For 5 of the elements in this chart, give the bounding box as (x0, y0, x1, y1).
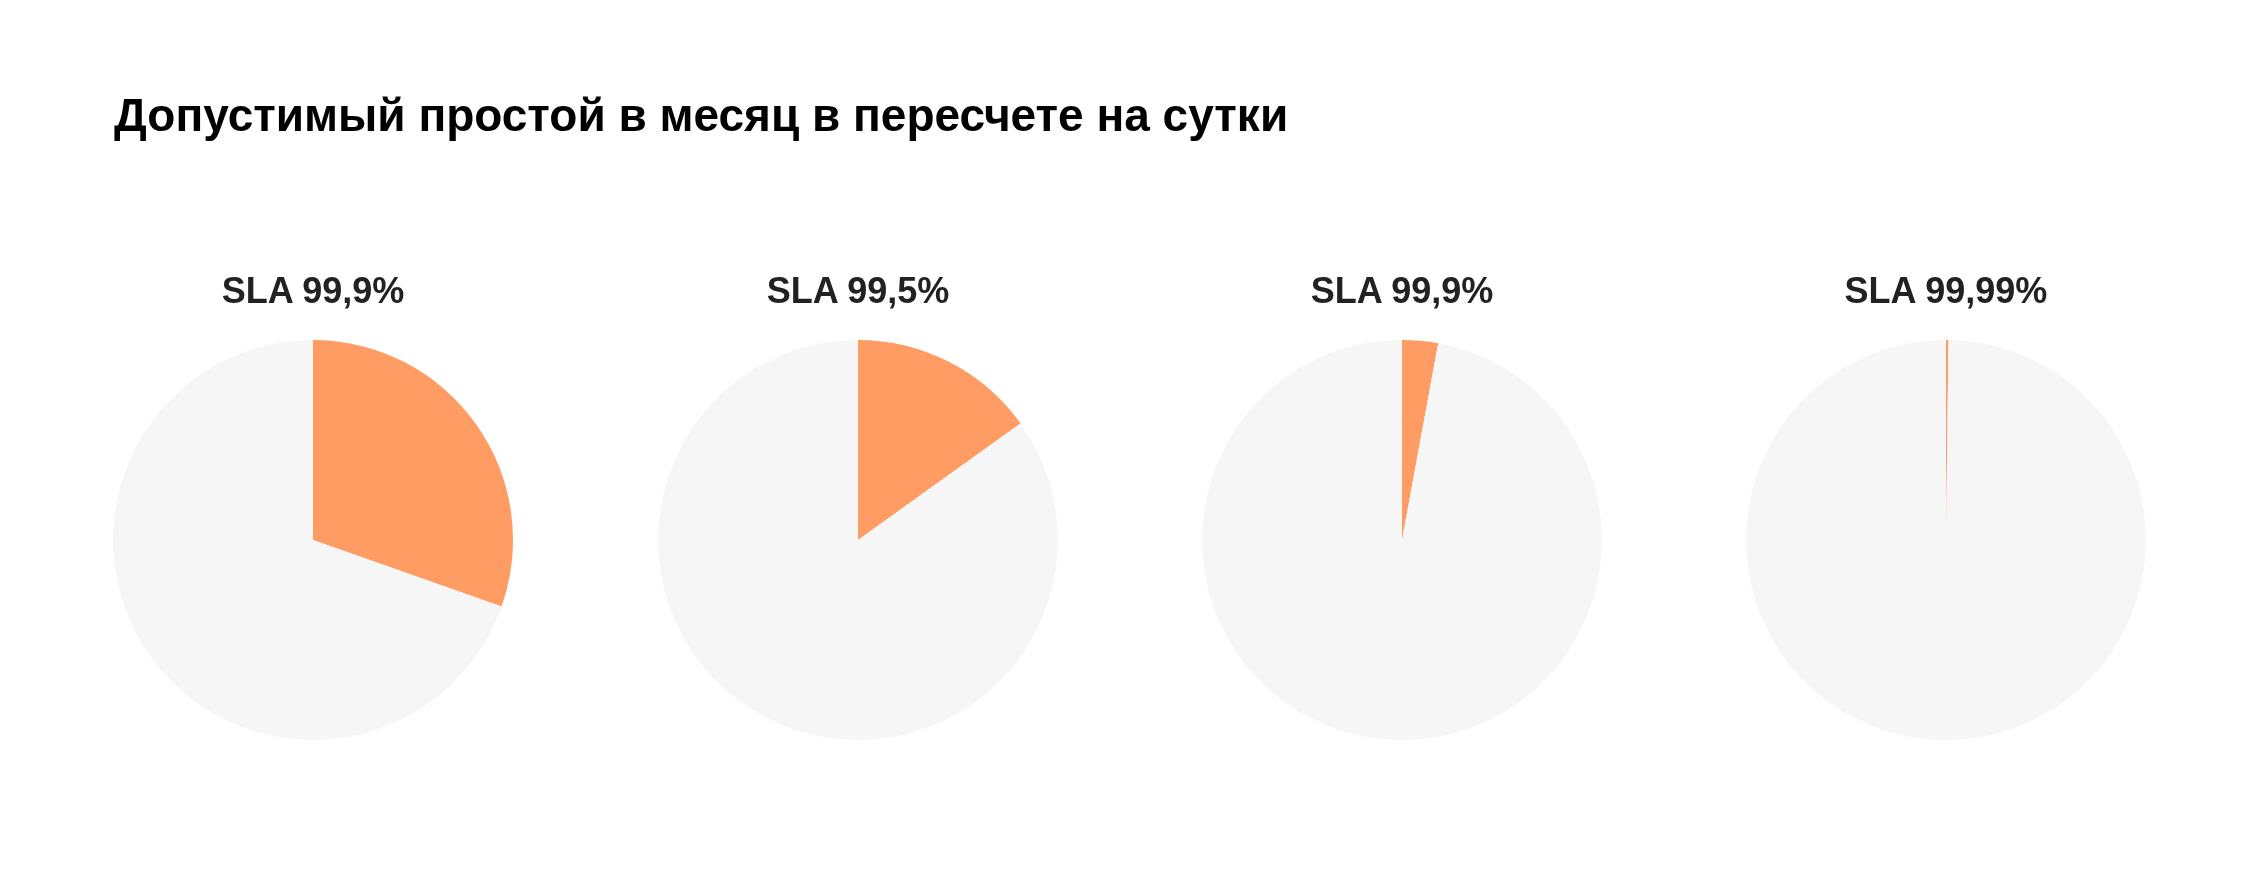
chart-title: SLA 99,9% (220, 270, 406, 313)
chart-title: SLA 99,99% (1843, 270, 2049, 313)
text: Допустимый простой в месяц в пересчете на сутки (114, 88, 1289, 142)
chart-title: SLA 99,5% (765, 270, 951, 313)
chart-title: SLA 99,9% (1309, 270, 1495, 313)
